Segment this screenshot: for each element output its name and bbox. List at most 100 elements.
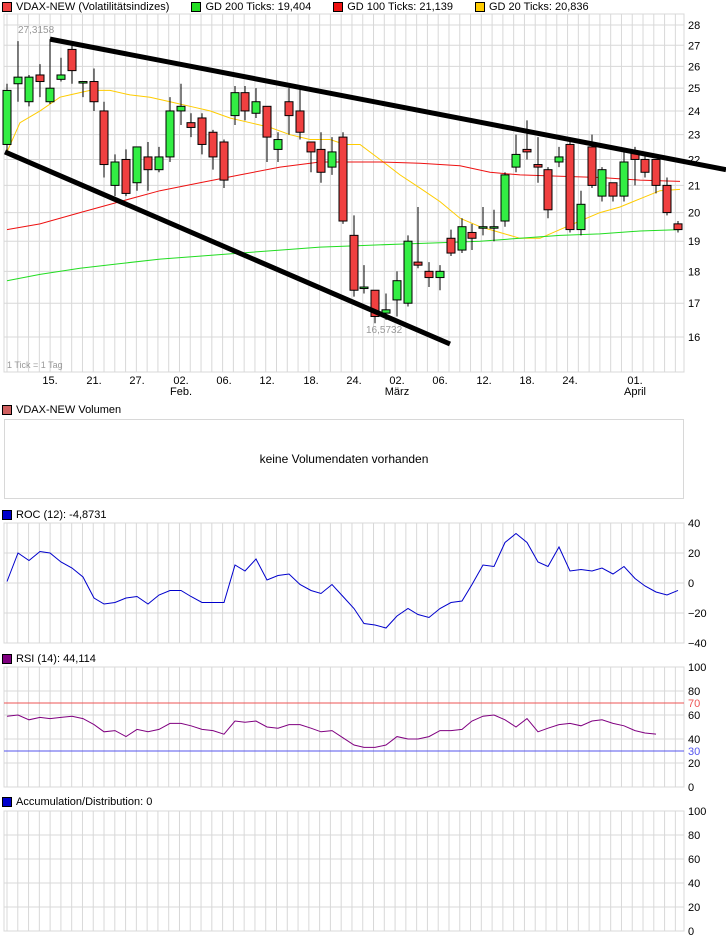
- y-tick-label: 18: [688, 266, 700, 278]
- x-month-label: März: [385, 386, 409, 398]
- y-tick-label: 20: [688, 208, 700, 220]
- candle: [511, 153, 521, 168]
- x-tick-label: 15.: [42, 375, 57, 387]
- candle: [489, 226, 499, 229]
- candle: [262, 105, 272, 138]
- y-tick-label: 100: [688, 662, 706, 674]
- trendline: [49, 36, 726, 173]
- legend-item-gd20: GD 20 Ticks: 20,836: [475, 1, 589, 13]
- candle: [554, 156, 564, 163]
- legend-swatch: [191, 2, 202, 12]
- y-tick-label: 27: [688, 40, 700, 52]
- legend-swatch: [2, 2, 12, 12]
- roc-legend-item: ROC (12): -4,8731: [2, 509, 106, 521]
- y-tick-label: 20: [688, 902, 700, 914]
- legend-item-vdax: VDAX-NEW (Volatilitätsindizes): [2, 1, 169, 13]
- y-tick-label: 80: [688, 830, 700, 842]
- legend-swatch: [333, 2, 344, 12]
- candle: [478, 226, 488, 229]
- y-tick-label: 60: [688, 710, 700, 722]
- y-tick-label: 40: [688, 878, 700, 890]
- candle: [413, 261, 423, 266]
- no-volume-message: keine Volumendaten vorhanden: [259, 452, 429, 466]
- candle: [154, 156, 164, 171]
- candle: [392, 280, 402, 301]
- y-tick-label: 80: [688, 686, 700, 698]
- candle: [587, 146, 597, 186]
- y-tick-label: 20: [688, 548, 700, 560]
- y-tick-label: 60: [688, 854, 700, 866]
- indicator-line: [6, 532, 679, 629]
- candle: [640, 158, 650, 173]
- candle: [35, 74, 45, 83]
- y-tick-label: 23: [688, 130, 700, 142]
- x-tick-label: 18.: [519, 375, 534, 387]
- trendline: [4, 149, 451, 347]
- y-tick-label: 21: [688, 180, 700, 192]
- candle: [565, 143, 575, 231]
- x-tick-label: 24.: [346, 375, 361, 387]
- y-tick-label: 22: [688, 154, 700, 166]
- x-tick-label: 02.: [173, 375, 188, 387]
- candle: [165, 110, 175, 158]
- legend-swatch: [2, 654, 12, 664]
- candle: [67, 48, 77, 72]
- candle: [132, 146, 142, 184]
- candle: [349, 234, 359, 291]
- legend-item-gd100: GD 100 Ticks: 21,139: [333, 1, 453, 13]
- y-tick-label: 17: [688, 298, 700, 310]
- candle: [370, 289, 380, 317]
- x-tick-label: 02.: [389, 375, 404, 387]
- y-tick-label: 40: [688, 734, 700, 746]
- tick-note: 1 Tick = 1 Tag: [7, 360, 63, 370]
- y-tick-label: 40: [688, 518, 700, 530]
- ad-chart: 0 20 40 60 80 100: [3, 806, 706, 938]
- x-tick-label: 12.: [476, 375, 491, 387]
- ad-legend: Accumulation/Distribution: 0: [2, 796, 174, 808]
- y-tick-label: 16: [688, 332, 700, 344]
- candle: [56, 74, 66, 80]
- x-tick-label: 18.: [303, 375, 318, 387]
- candlesticks: [2, 39, 683, 324]
- volume-legend: VDAX-NEW Volumen: [2, 404, 143, 416]
- y-tick-label: 100: [688, 806, 706, 818]
- x-tick-label: 06.: [432, 375, 447, 387]
- candle: [446, 237, 456, 254]
- y-tick-label: 20: [688, 758, 700, 770]
- y-tick-label: 0: [688, 782, 694, 794]
- candle: [89, 81, 99, 103]
- candle: [435, 270, 445, 279]
- candle: [143, 156, 153, 171]
- candle: [295, 110, 305, 133]
- candle: [533, 164, 543, 168]
- y-tick-label: 0: [688, 926, 694, 938]
- candle: [316, 148, 326, 173]
- y-tick-label: 0: [688, 578, 694, 590]
- candle: [284, 101, 294, 117]
- candle: [251, 101, 261, 114]
- candle: [186, 122, 196, 128]
- y-tick-label: 25: [688, 83, 700, 95]
- candle: [240, 92, 250, 112]
- y-tick-label: 19: [688, 236, 700, 248]
- legend-swatch: [2, 797, 12, 807]
- candle: [662, 184, 672, 214]
- ma-line: [6, 89, 681, 239]
- y-tick-label: 24: [688, 106, 700, 118]
- legend-swatch: [2, 510, 12, 520]
- candle: [13, 76, 23, 85]
- indicator-line: [6, 714, 657, 748]
- candle: [543, 169, 553, 211]
- x-tick-label: 06.: [216, 375, 231, 387]
- x-tick-label: 21.: [86, 375, 101, 387]
- candle: [2, 89, 12, 145]
- candle: [338, 136, 348, 222]
- y-tick-label: −20: [688, 608, 707, 620]
- candle: [219, 141, 229, 181]
- ad-legend-item: Accumulation/Distribution: 0: [2, 796, 152, 808]
- candle: [500, 174, 510, 222]
- low-annotation: 16,5732: [366, 325, 403, 336]
- x-tick-label: 27.: [129, 375, 144, 387]
